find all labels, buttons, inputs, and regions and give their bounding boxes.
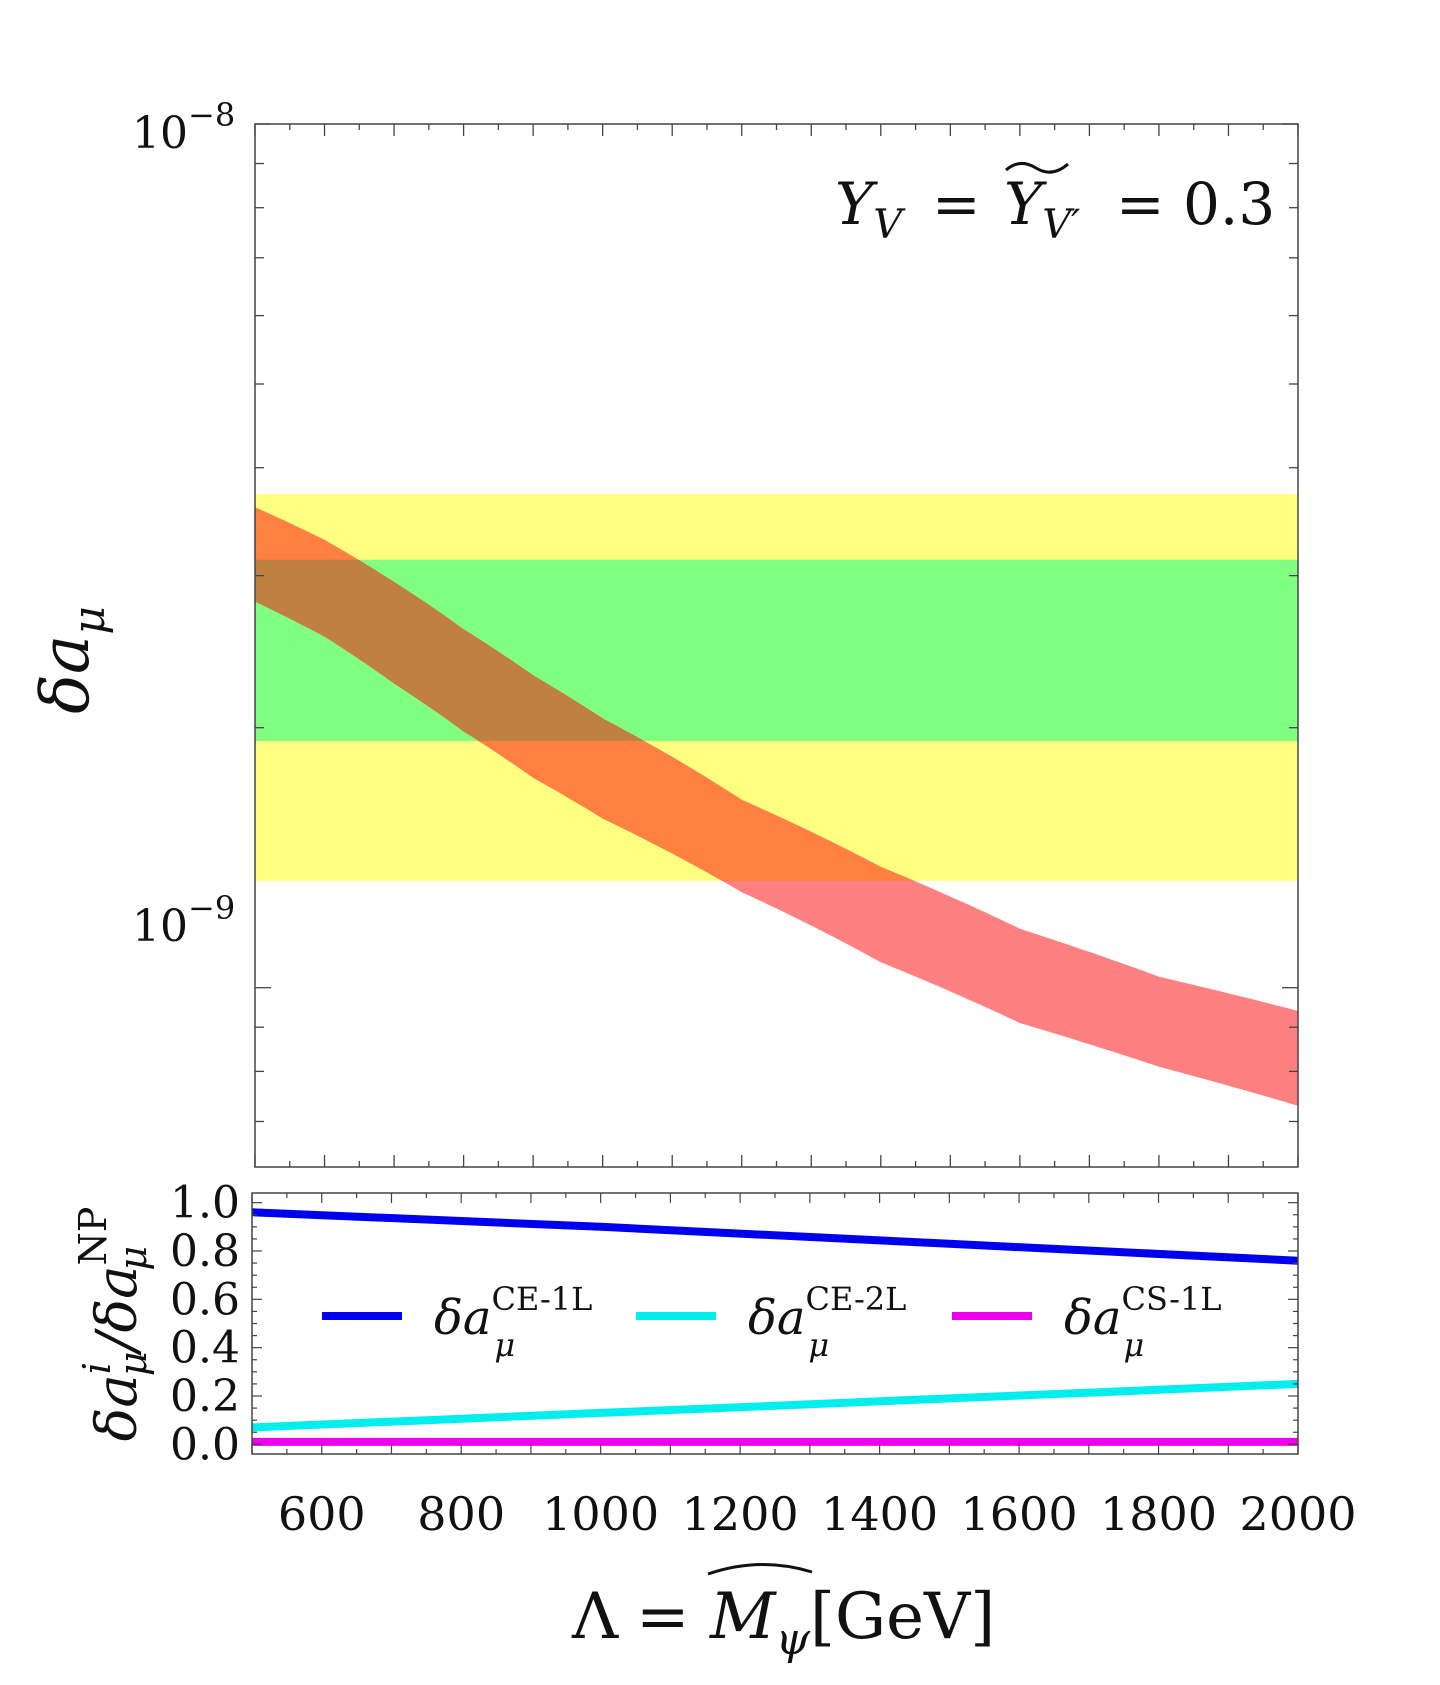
x-tick-label: 1800 — [1100, 1487, 1217, 1541]
legend-label: δaCE-2L μ — [748, 1280, 906, 1364]
y-tick-label-1e-8: 10−8 — [132, 96, 235, 159]
x-label-eq: = — [636, 1580, 690, 1654]
ratio-panel: 0.00.20.40.60.81.0 600 800 1000 1200 1400 160… — [71, 1178, 1357, 1665]
ratio-axis-ticks — [251, 1193, 1299, 1454]
ratio-y-tick-labels: 0.00.20.40.60.81.0 — [170, 1178, 240, 1471]
ratio-y-axis-label: δaiμ/δaNPμ — [71, 1207, 155, 1442]
ratio-y-tick-label: 1.0 — [170, 1178, 240, 1229]
annotation-lhs1: YV — [835, 170, 906, 248]
ratio-lines — [251, 1208, 1299, 1446]
legend-label: δaCE-1L μ — [434, 1280, 592, 1364]
ratio-y-tick-label: 0.0 — [170, 1419, 240, 1470]
x-tick-labels: 600 800 1000 1200 1400 1600 1800 2000 — [278, 1487, 1357, 1541]
x-label-lhs: Λ — [571, 1580, 619, 1654]
series-line-CE-1L — [251, 1208, 1299, 1265]
x-label-tilde — [707, 1562, 813, 1576]
x-label-rhs: Mψ[GeV] — [709, 1580, 995, 1665]
prediction-overlap-1sigma — [255, 559, 645, 742]
x-tick-label: 600 — [278, 1487, 366, 1541]
y-tick-label-1e-9: 10−9 — [132, 889, 235, 952]
annotation-rhs: = 0.3 — [1116, 170, 1275, 238]
legend-item-CE-2L: δaCE-2L μ — [636, 1280, 906, 1364]
legend-item-CE-1L: δaCE-1L μ — [322, 1280, 592, 1364]
annotation-lhs2: YV′ — [1004, 170, 1080, 248]
x-tick-label: 1400 — [821, 1487, 938, 1541]
prediction-band — [255, 507, 1298, 1106]
ratio-y-tick-label: 0.6 — [170, 1274, 240, 1325]
series-line-CE-2L — [251, 1379, 1299, 1432]
ratio-y-tick-label: 0.2 — [170, 1371, 240, 1422]
x-axis-label: Λ = Mψ[GeV] — [571, 1562, 995, 1665]
annotation-eq: = — [932, 170, 981, 238]
parameter-annotation: YV = YV′ = 0.3 — [835, 162, 1275, 248]
x-tick-label: 1600 — [961, 1487, 1078, 1541]
x-tick-label: 1000 — [542, 1487, 659, 1541]
legend-item-CS-1L: δaCS-1L μ — [952, 1280, 1222, 1364]
legend-label: δaCS-1L μ — [1064, 1280, 1222, 1364]
main-y-axis-label: δaμ — [27, 606, 115, 714]
ratio-y-tick-label: 0.4 — [170, 1323, 240, 1374]
tilde-accent — [1005, 162, 1069, 174]
legend: δaCE-1L μ δaCE-2L μ δaCS-1L μ — [322, 1280, 1222, 1364]
prediction-layer — [255, 507, 1298, 1106]
x-tick-label: 2000 — [1239, 1487, 1356, 1541]
x-tick-label: 1200 — [682, 1487, 799, 1541]
main-panel: 10−8 10−9 YV = YV′ = 0.3 δaμ — [27, 96, 1299, 1168]
ratio-y-tick-label: 0.8 — [170, 1226, 240, 1277]
x-tick-label: 800 — [417, 1487, 505, 1541]
main-axis-ticks — [254, 123, 1299, 1167]
